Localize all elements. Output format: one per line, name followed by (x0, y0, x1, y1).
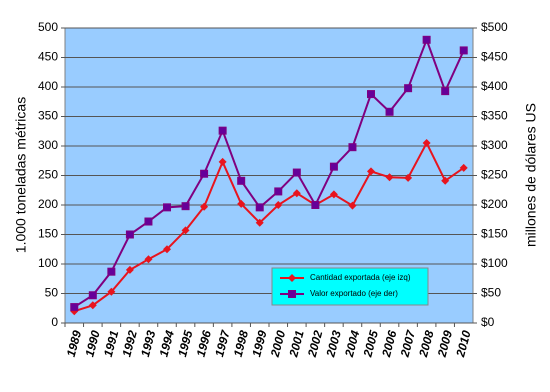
y2-tick-label: $300 (481, 138, 508, 152)
marker (218, 157, 227, 166)
y-tick-label: 350 (38, 109, 58, 123)
marker (367, 90, 375, 99)
marker (125, 265, 134, 274)
y2-tick-label: $200 (481, 197, 508, 211)
marker (237, 199, 246, 208)
marker (163, 245, 171, 254)
marker (404, 84, 413, 93)
x-tick-label: 2005 (360, 329, 381, 360)
x-tick-label: 1991 (101, 329, 122, 359)
x-tick-label: 2003 (323, 329, 344, 360)
y2-tick-label: $0 (481, 315, 495, 329)
x-tick-label: 1993 (138, 329, 159, 359)
x-tick-label: 1994 (157, 329, 178, 359)
marker (88, 291, 97, 300)
x-tick-label: 1999 (249, 329, 270, 359)
marker (292, 189, 301, 198)
legend-box (271, 267, 429, 306)
x-tick-label: 2001 (286, 329, 307, 360)
marker (274, 187, 283, 196)
y2-tick-label: $500 (481, 20, 508, 34)
marker (385, 173, 394, 182)
marker (348, 201, 357, 210)
marker (422, 139, 431, 148)
series-line (73, 140, 465, 313)
y2-tick-label: $400 (481, 79, 508, 93)
marker (441, 87, 450, 96)
marker (459, 163, 468, 172)
marker (441, 176, 450, 185)
y2-tick-label: $450 (481, 50, 508, 64)
y2-tick-label: $100 (481, 256, 508, 270)
marker (288, 290, 296, 298)
marker (218, 126, 227, 135)
marker (88, 301, 97, 310)
y-tick-label: 300 (38, 138, 58, 152)
marker (292, 168, 301, 177)
x-tick-label: 2009 (434, 329, 455, 360)
x-tick-label: 2008 (416, 329, 437, 360)
x-tick-label: 2004 (342, 329, 363, 360)
marker (181, 226, 190, 235)
x-tick-label: 1992 (119, 329, 140, 359)
y-tick-label: 100 (38, 256, 58, 270)
y2-tick-label: $250 (481, 168, 508, 182)
marker (329, 190, 338, 199)
y2-axis-title: millones de dólares US (523, 103, 539, 247)
marker (422, 35, 431, 44)
marker (288, 274, 296, 282)
marker (311, 201, 320, 209)
x-tick-label: 1990 (82, 329, 103, 359)
x-tick-label: 1995 (175, 329, 196, 359)
y-tick-label: 0 (51, 315, 58, 329)
marker (404, 173, 413, 182)
marker (459, 46, 468, 55)
y2-tick-label: $50 (481, 286, 501, 300)
y-tick-label: 150 (38, 227, 58, 241)
y2-tick-label: $350 (481, 109, 508, 123)
y-tick-label: 200 (38, 197, 58, 211)
series-line (73, 36, 465, 308)
marker (237, 176, 246, 185)
marker (200, 169, 209, 178)
marker (163, 203, 171, 212)
y-tick-label: 50 (45, 286, 59, 300)
x-tick-label: 1998 (231, 329, 252, 359)
marker (274, 201, 283, 209)
y-tick-label: 500 (38, 20, 58, 34)
marker (255, 218, 264, 227)
x-tick-label: 2000 (268, 329, 289, 360)
y-tick-label: 250 (38, 168, 58, 182)
marker (348, 143, 357, 152)
legend-label: Cantidad exportada (eje izq) (310, 273, 411, 282)
marker (125, 230, 134, 239)
x-tick-label: 2006 (379, 329, 400, 360)
x-tick-label: 1989 (64, 329, 85, 359)
x-tick-label: 2010 (453, 329, 474, 360)
marker (367, 167, 375, 176)
marker (107, 267, 116, 276)
marker (144, 255, 153, 264)
x-tick-label: 2002 (305, 329, 326, 360)
marker (329, 162, 338, 171)
marker (144, 217, 153, 226)
x-tick-label: 1996 (194, 329, 215, 359)
marker (181, 202, 190, 211)
marker (200, 202, 209, 211)
marker (255, 203, 264, 212)
marker (70, 303, 79, 312)
marker (107, 287, 116, 296)
y-axis-title: 1.000 toneladas métricas (13, 97, 29, 253)
y-tick-label: 450 (38, 50, 58, 64)
y2-tick-label: $150 (481, 227, 508, 241)
x-tick-label: 1997 (212, 328, 233, 359)
legend-label: Valor exportado (eje der) (310, 289, 398, 298)
marker (385, 107, 394, 116)
y-tick-label: 400 (38, 79, 58, 93)
